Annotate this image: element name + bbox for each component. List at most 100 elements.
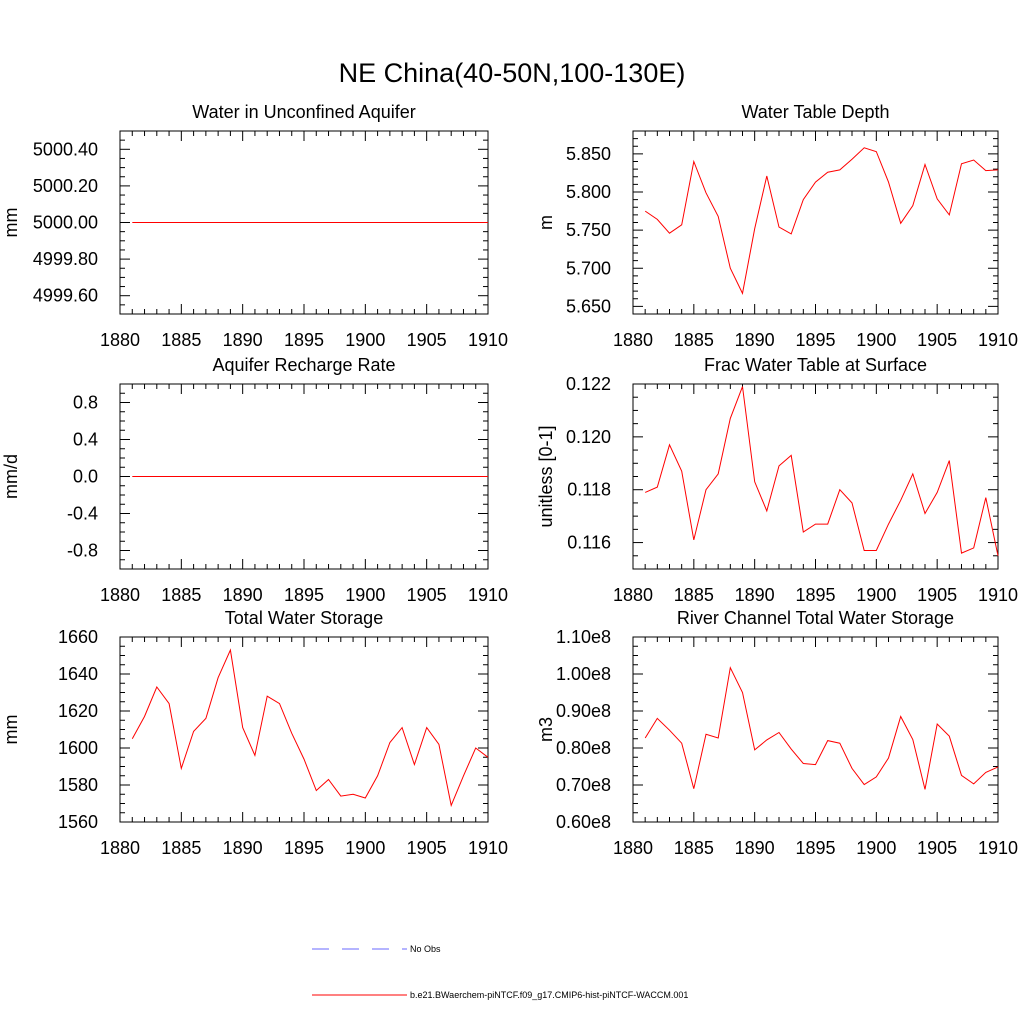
x-tick-label: 1910 [978,330,1018,350]
y-tick-label: 4999.60 [33,286,98,306]
x-tick-label: 1900 [856,330,896,350]
x-tick-label: 1910 [468,838,508,858]
x-tick-label: 1895 [284,838,324,858]
y-tick-label: 0.116 [567,533,611,553]
y-tick-label: 0.118 [567,480,611,500]
y-tick-label: 5.750 [566,220,611,240]
y-axis-label: m [536,215,556,230]
x-tick-label: 1885 [161,330,201,350]
x-tick-label: 1885 [674,330,714,350]
x-tick-label: 1880 [613,838,653,858]
y-tick-label: 0.0 [73,467,98,487]
y-tick-label: 1640 [58,664,98,684]
panel-2: Water Table Depth m 1880 1885 1890 1895 1900 19… [536,102,1018,350]
x-tick-label: 1900 [345,838,385,858]
y-axis-label: mm/d [1,454,21,499]
y-tick-label: 5.800 [566,182,611,202]
y-tick-label: 1600 [58,738,98,758]
x-tick-label: 1895 [284,585,324,605]
x-tick-label: 1900 [345,585,385,605]
x-tick-label: 1885 [161,838,201,858]
panels: Water in Unconfined Aquifer mm 1880 1885 189… [1,102,1018,858]
plot-frame [632,130,999,315]
x-tick-label: 1885 [161,585,201,605]
x-tick-label: 1905 [407,838,447,858]
legend: No Obs b.e21.BWaerchem-piNTCF.f09_g17.CM… [312,944,688,1000]
x-tick-label: 1880 [100,330,140,350]
panel-title: Water Table Depth [741,102,889,122]
x-tick-label: 1880 [100,585,140,605]
x-tick-label: 1895 [795,838,835,858]
x-tick-label: 1900 [856,585,896,605]
legend-no-obs-label: No Obs [410,944,441,954]
y-tick-label: 0.60e8 [556,812,611,832]
x-tick-label: 1905 [407,585,447,605]
x-tick-label: 1895 [284,330,324,350]
x-tick-label: 1895 [795,330,835,350]
y-tick-label: -0.4 [67,504,98,524]
x-tick-label: 1890 [223,838,263,858]
y-tick-label: 0.90e8 [556,701,611,721]
figure-title: NE China(40-50N,100-130E) [339,58,686,88]
x-tick-label: 1895 [795,585,835,605]
y-axis-label: unitless [0-1] [536,425,556,527]
x-tick-label: 1905 [917,585,957,605]
y-tick-label: 5000.20 [33,176,98,196]
panel-6: River Channel Total Water Storage m3 1880 1… [536,608,1018,858]
x-tick-label: 1900 [856,838,896,858]
x-tick-label: 1890 [735,585,775,605]
x-tick-label: 1880 [613,585,653,605]
x-tick-label: 1900 [345,330,385,350]
y-tick-label: 0.80e8 [556,738,611,758]
x-tick-label: 1880 [100,838,140,858]
x-tick-label: 1910 [468,585,508,605]
legend-model-label: b.e21.BWaerchem-piNTCF.f09_g17.CMIP6-his… [410,990,688,1000]
series-line [131,648,489,808]
x-tick-label: 1910 [978,838,1018,858]
panel-1: Water in Unconfined Aquifer mm 1880 1885 189… [1,102,508,350]
y-tick-label: 5.700 [566,258,611,278]
x-tick-label: 1905 [917,838,957,858]
y-tick-label: 5000.40 [33,139,98,159]
y-tick-label: 1560 [58,812,98,832]
y-axis-label: mm [1,715,21,745]
y-tick-label: 0.120 [566,427,611,447]
x-tick-label: 1890 [223,585,263,605]
x-tick-label: 1910 [978,585,1018,605]
x-tick-label: 1905 [407,330,447,350]
y-tick-label: 0.4 [73,430,98,450]
panel-title: Frac Water Table at Surface [704,355,927,375]
x-tick-label: 1890 [735,838,775,858]
panel-title: Aquifer Recharge Rate [212,355,395,375]
x-tick-label: 1890 [735,330,775,350]
y-axis-label: m3 [536,717,556,742]
y-tick-label: 0.8 [73,393,98,413]
y-tick-label: 5.650 [566,296,611,316]
y-tick-label: 1580 [58,775,98,795]
y-tick-label: -0.8 [67,541,98,561]
series-line [644,666,999,790]
y-tick-label: 1.00e8 [556,664,611,684]
x-tick-label: 1880 [613,330,653,350]
panel-3: Aquifer Recharge Rate mm/d 1880 1885 1890 189… [1,355,508,605]
y-tick-label: 1.10e8 [556,627,611,647]
x-tick-label: 1910 [468,330,508,350]
x-tick-label: 1890 [223,330,263,350]
panel-title: Total Water Storage [225,608,383,628]
y-tick-label: 5000.00 [33,213,98,233]
y-tick-label: 0.70e8 [556,775,611,795]
y-tick-label: 1660 [58,627,98,647]
y-tick-label: 4999.80 [33,249,98,269]
panel-4: Frac Water Table at Surface unitless [0-1… [536,355,1018,605]
plot-frame [119,636,489,823]
series-line [644,386,999,556]
panel-title: Water in Unconfined Aquifer [192,102,415,122]
panel-title: River Channel Total Water Storage [677,608,954,628]
x-tick-label: 1885 [674,585,714,605]
x-tick-label: 1885 [674,838,714,858]
y-tick-label: 0.122 [566,374,611,394]
x-tick-label: 1905 [917,330,957,350]
panel-5: Total Water Storage mm 1880 1885 1890 1895 190… [1,608,508,858]
y-tick-label: 5.850 [566,144,611,164]
